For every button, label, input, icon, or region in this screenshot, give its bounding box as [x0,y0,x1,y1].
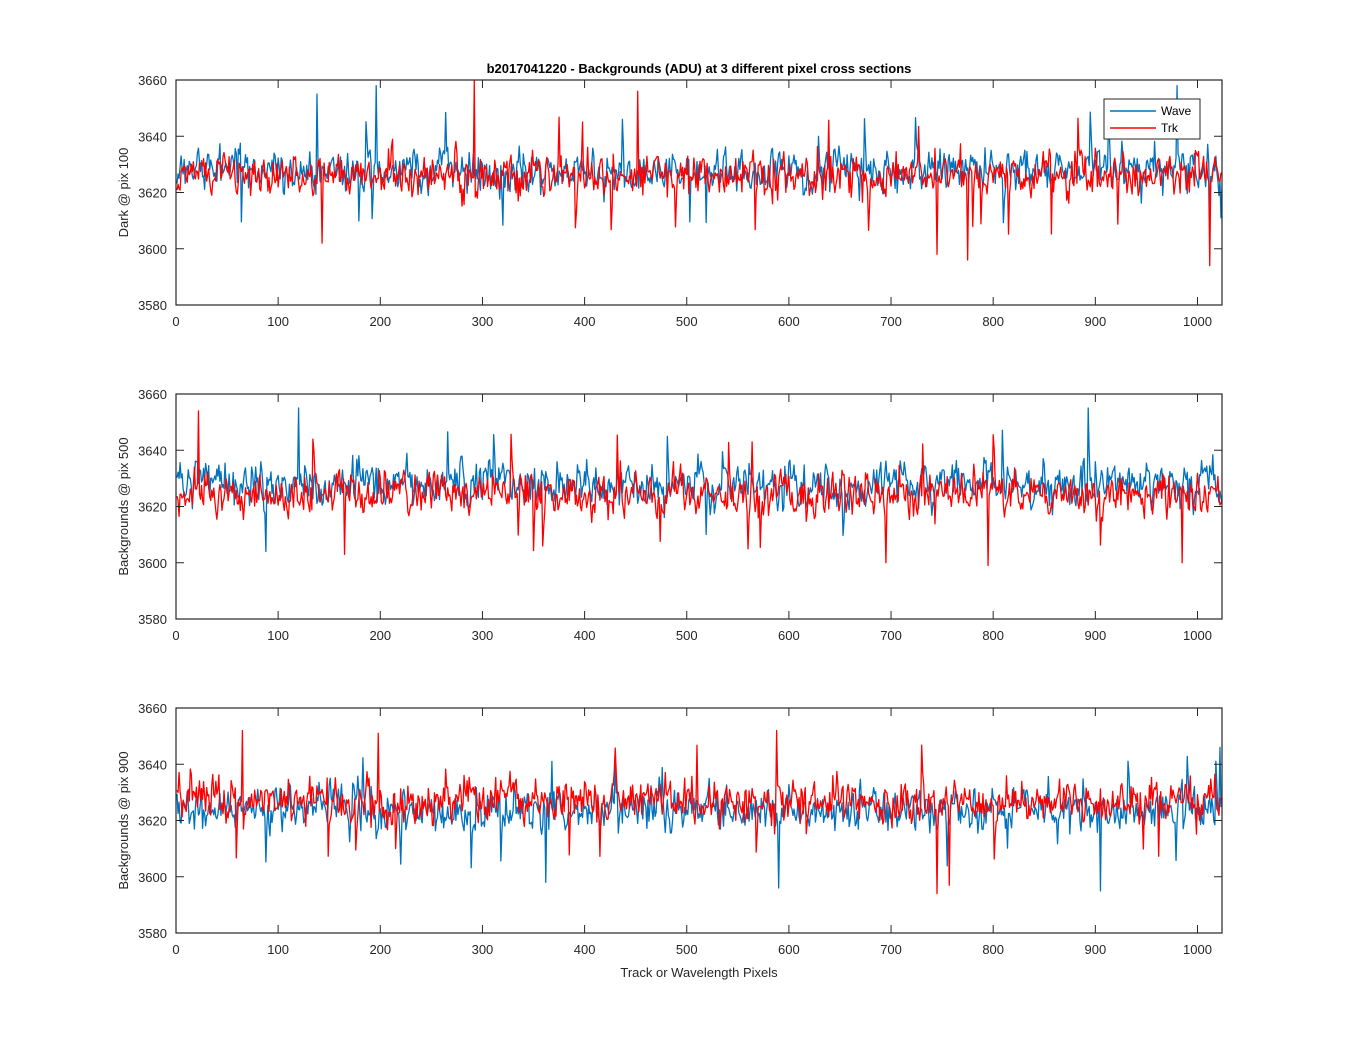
y-tick-label: 3640 [138,443,167,458]
x-tick-label: 100 [267,628,289,643]
x-tick-label: 1000 [1183,628,1212,643]
y-tick-label: 3580 [138,926,167,941]
x-tick-label: 800 [982,628,1004,643]
y-tick-label: 3580 [138,612,167,627]
y-tick-label: 3660 [138,73,167,88]
x-tick-label: 200 [369,942,391,957]
y-tick-label: 3640 [138,129,167,144]
x-tick-label: 900 [1084,942,1106,957]
series-trk-line [176,729,1222,895]
x-tick-label: 400 [574,314,596,329]
x-tick-label: 100 [267,314,289,329]
x-tick-label: 300 [472,314,494,329]
x-tick-label: 0 [172,314,179,329]
y-tick-label: 3620 [138,500,167,515]
panel-3: 0 100 200 300 400 500 600 700 800 900 1000 3580 3600… [116,701,1223,957]
x-tick-label: 400 [574,942,596,957]
y-tick-label: 3580 [138,298,167,313]
x-tick-label: 600 [778,942,800,957]
x-tick-label: 700 [880,628,902,643]
y-tick-label: 3620 [138,186,167,201]
x-axis-label: Track or Wavelength Pixels [620,965,778,980]
x-tick-label: 900 [1084,314,1106,329]
legend-label-wave: Wave [1161,104,1192,118]
y-tick-label: 3600 [138,556,167,571]
x-tick-label: 800 [982,314,1004,329]
x-tick-label: 0 [172,942,179,957]
x-tick-label: 900 [1084,628,1106,643]
x-tick-label: 200 [369,628,391,643]
x-tick-label: 200 [369,314,391,329]
series-wave-line [176,407,1222,553]
x-tick-label: 300 [472,628,494,643]
panels: 0 100 200 300 400 500 600 700 800 900 100035803600… [116,73,1223,957]
x-tick-label: 1000 [1183,314,1212,329]
y-axis-label: Dark @ pix 100 [116,148,131,238]
y-tick-label: 3600 [138,870,167,885]
x-tick-label: 400 [574,628,596,643]
y-tick-label: 3600 [138,242,167,257]
panel-2: 0 100 200 300 400 500 600 700 800 900 1000 3580 3600… [116,387,1223,643]
y-tick-label: 3660 [138,387,167,402]
x-tick-label: 700 [880,942,902,957]
y-axis-label: Backgrounds @ pix 900 [116,751,131,889]
x-tick-label: 500 [676,942,698,957]
series-trk-line [176,410,1222,567]
y-tick-label: 3640 [138,757,167,772]
x-tick-label: 800 [982,942,1004,957]
x-tick-label: 500 [676,628,698,643]
x-tick-label: 1000 [1183,942,1212,957]
legend-box [1103,98,1201,140]
legend: Wave Trk [1103,98,1201,140]
y-axis-label: Backgrounds @ pix 500 [116,437,131,575]
x-tick-label: 500 [676,314,698,329]
x-tick-label: 600 [778,314,800,329]
chart-title: b2017041220 - Backgrounds (ADU) at 3 dif… [487,61,912,76]
x-tick-label: 300 [472,942,494,957]
legend-label-trk: Trk [1161,121,1179,135]
panel-1: 0 100 200 300 400 500 600 700 800 900 1000 3580 3600… [116,73,1223,329]
x-tick-label: 0 [172,628,179,643]
y-tick-label: 3660 [138,701,167,716]
x-tick-label: 100 [267,942,289,957]
x-tick-label: 600 [778,628,800,643]
x-tick-label: 700 [880,314,902,329]
series-trk-line [176,80,1222,267]
y-tick-label: 3620 [138,814,167,829]
